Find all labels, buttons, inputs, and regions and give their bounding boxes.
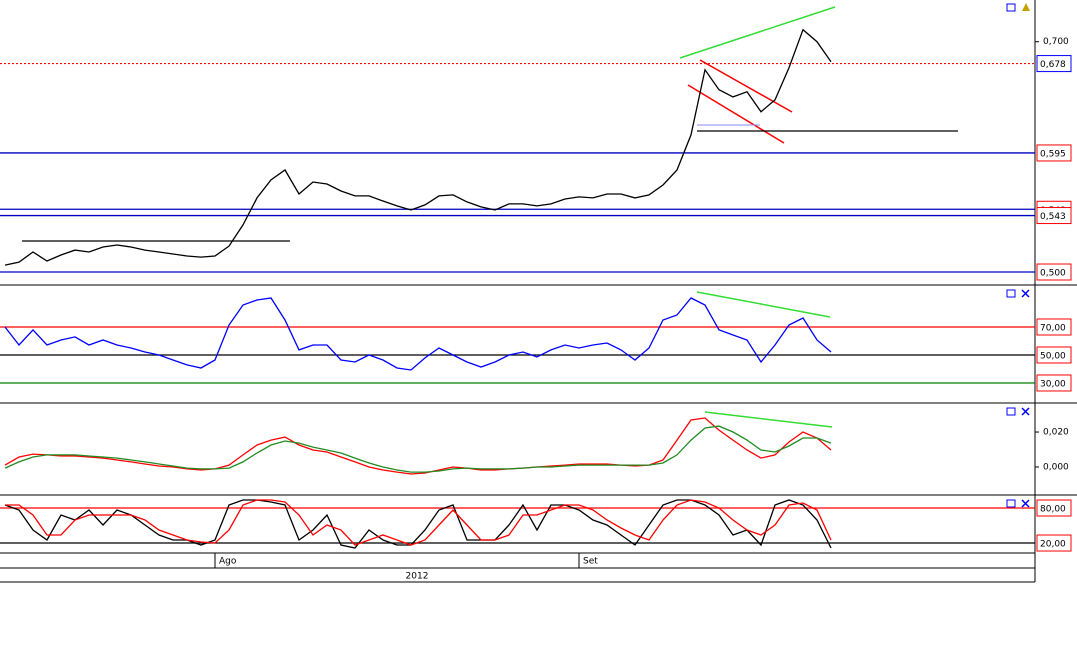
level-label-box [1036,318,1072,336]
series-line [4,28,832,266]
layout [0,0,1077,583]
divergence-line [696,291,831,318]
level-label: 70,00 [1040,323,1066,333]
series-line [4,417,832,475]
channel-line [687,84,785,144]
level-label: 30,00 [1040,379,1066,389]
close-icon[interactable] [1021,407,1030,416]
level-label: 0,500 [1040,269,1066,279]
level-label: 50,00 [1040,351,1066,361]
series-line [4,425,832,473]
close-icon[interactable] [1021,499,1030,508]
level-label: 20,00 [1040,540,1066,550]
panel-icon[interactable] [1006,289,1016,298]
level-label-box [1036,534,1072,552]
level-label: 0,678 [1040,60,1066,70]
level-label-box [1036,499,1072,517]
series-line [5,499,832,546]
y-tick-label: 0,020 [1043,428,1069,438]
x-tick-label: Ago [219,557,237,567]
channel-line [699,59,793,113]
x-axis-label: 2012 [406,572,429,582]
level-label-box [1036,374,1072,392]
panel-icon[interactable] [1006,3,1016,12]
close-icon[interactable] [1021,289,1030,298]
divergence-line [704,411,833,428]
y-tick-label: 0,700 [1043,37,1069,47]
x-tick-label: Set [583,557,598,567]
y-tick-label: 0,000 [1043,463,1069,473]
panel-icon[interactable] [1006,499,1016,508]
panel-icon[interactable] [1022,3,1030,11]
level-label-box [1036,144,1072,162]
level-label: 0,543 [1040,212,1066,222]
level-label: 0,595 [1040,149,1066,159]
level-label-box [1036,55,1072,73]
level-label-box [1036,263,1072,281]
panel-icon[interactable] [1006,407,1016,416]
trend-line [679,6,836,59]
level-label-box [1036,207,1072,225]
level-label-box [1036,346,1072,364]
level-label: 80,00 [1040,505,1066,515]
series-line [4,297,832,371]
